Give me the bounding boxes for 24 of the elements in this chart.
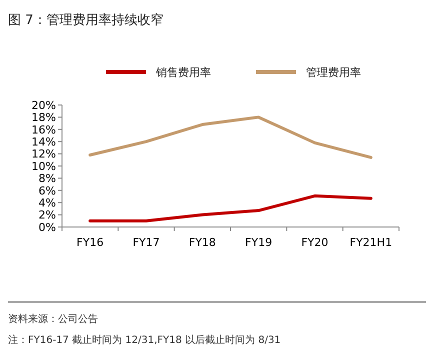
x-tick-label: FY18 (188, 236, 216, 249)
x-tick-label: FY17 (132, 236, 160, 249)
y-tick-label: 2% (38, 208, 56, 222)
y-tick-label: 14% (32, 135, 56, 148)
y-tick-label: 18% (32, 111, 56, 124)
y-tick-label: 8% (38, 172, 56, 186)
chart-title: 图 7：管理费用率持续收窄 (8, 12, 164, 28)
y-tick-label: 6% (38, 184, 56, 198)
x-tick-label: FY19 (245, 236, 272, 249)
text: 资料来源：公司公告 (8, 313, 98, 325)
x-tick-label: FY16 (76, 236, 104, 249)
text: 注：FY16-17 截止时间为 12/31,FY18 以后截止时间为 8/31 (8, 334, 281, 346)
line-series (88, 116, 372, 159)
legend-label: 管理费用率 (306, 66, 361, 79)
legend-label: 销售费用率 (155, 66, 211, 79)
x-tick-label: FY21H1 (350, 236, 392, 249)
x-tick-label: FY20 (301, 236, 328, 249)
y-tick-label: 20% (32, 98, 56, 112)
y-tick-label: 12% (32, 148, 56, 161)
y-tick-label: 4% (38, 196, 56, 210)
line-series (88, 194, 372, 222)
y-tick-label: 16% (32, 123, 56, 136)
y-tick-label: 0% (38, 220, 56, 234)
y-tick-label: 10% (32, 160, 56, 173)
